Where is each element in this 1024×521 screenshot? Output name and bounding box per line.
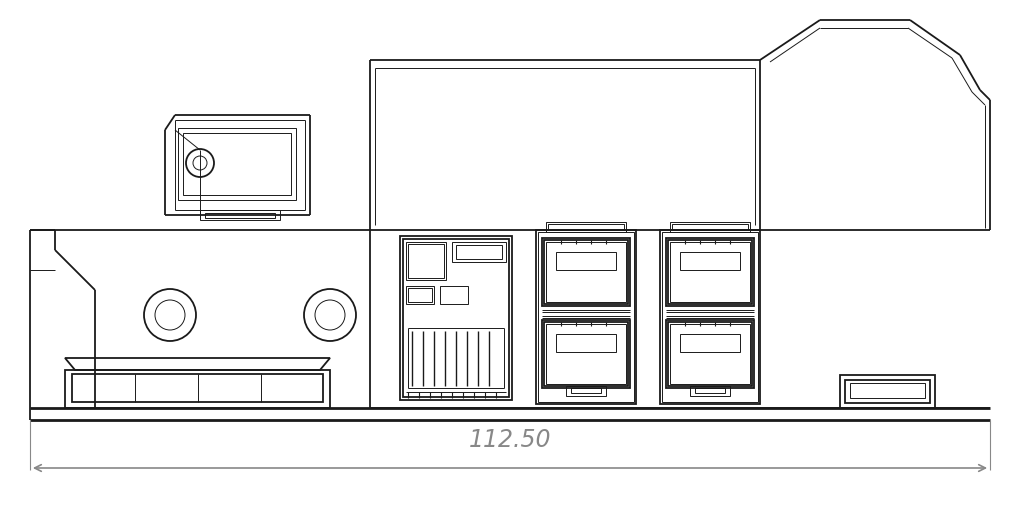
Bar [662,232,758,402]
Bar [840,375,935,408]
Bar [850,383,925,398]
Bar [670,324,750,384]
Bar [538,232,634,402]
Bar [400,236,512,400]
Bar [670,242,750,302]
Bar [566,386,606,396]
Bar [571,388,601,393]
Bar [440,286,468,304]
Bar [546,242,626,302]
Bar [403,239,509,397]
Bar [845,380,930,403]
Bar [668,322,752,386]
Bar [544,240,628,304]
Bar [65,370,330,408]
Bar [408,288,432,302]
Bar [456,245,502,259]
Bar [544,322,628,386]
Bar [542,238,630,306]
Bar [178,128,296,200]
Bar [546,222,626,232]
Bar [695,388,725,393]
Bar [406,242,446,280]
Text: 112.50: 112.50 [469,428,551,452]
Bar [666,238,754,306]
Bar [690,386,730,396]
Bar [200,210,280,220]
Bar [672,224,748,230]
Bar [183,133,291,195]
Bar [542,320,630,388]
Bar [536,230,636,404]
Bar [408,244,444,278]
Bar [668,240,752,304]
Bar [680,334,740,352]
Bar [680,252,740,270]
Bar [670,222,750,232]
Bar [452,242,506,262]
Bar [205,213,275,218]
Bar [548,224,624,230]
Bar [556,334,616,352]
Bar [556,252,616,270]
Bar [406,286,434,304]
Bar [660,230,760,404]
Bar [666,320,754,388]
Bar [72,374,323,402]
Bar [546,324,626,384]
